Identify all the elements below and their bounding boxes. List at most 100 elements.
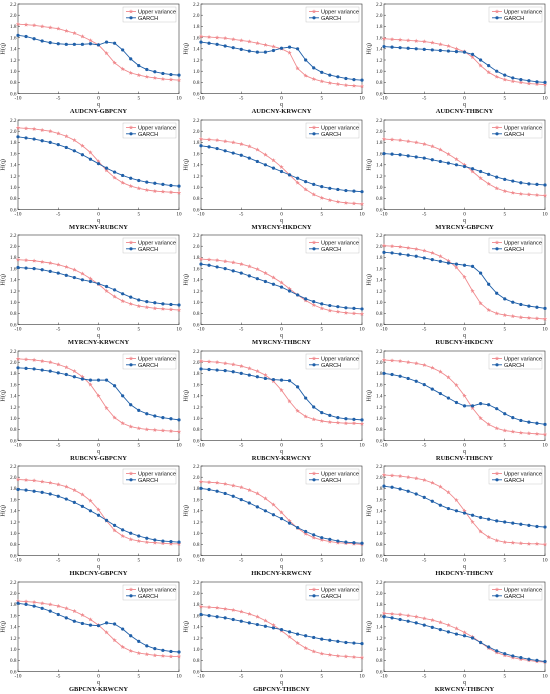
upper-variance-point	[56, 262, 61, 267]
upper-variance-point	[247, 264, 252, 269]
upper-variance-point	[31, 22, 37, 28]
garch-point	[519, 180, 523, 184]
legend-box	[305, 237, 360, 254]
garch-point	[48, 369, 52, 373]
garch-point	[104, 378, 109, 382]
garch-point	[312, 300, 316, 304]
y-tick-label: 1.8	[193, 255, 200, 261]
upper-variance-point	[48, 128, 53, 133]
upper-variance-point	[152, 306, 158, 311]
legend-upper-marker	[128, 471, 134, 476]
chart-svg: 0.6 0.8 1.0 1.2 1.4 1.6 1.8 2.0 2.2 -10 -5 0 5 10 q H(q…	[183, 464, 366, 577]
garch-point	[479, 640, 483, 645]
upper-variance-point	[198, 256, 204, 262]
y-tick-label: 0.6	[193, 438, 200, 444]
upper-variance-point	[510, 314, 515, 319]
legend-garch-label: GARCH	[138, 16, 158, 22]
upper-variance-point	[534, 81, 540, 86]
chart-title: MYRCNY-RUBCNY	[69, 224, 128, 231]
garch-point	[215, 265, 219, 269]
x-tick-label: 10	[359, 558, 365, 564]
garch-point	[406, 619, 410, 623]
garch-point	[430, 157, 434, 161]
upper-variance-point	[430, 143, 435, 148]
x-tick-label: -10	[198, 96, 205, 102]
garch-point	[56, 495, 60, 499]
garch-point	[88, 42, 93, 46]
garch-point	[239, 619, 243, 623]
y-tick-label: 2.0	[193, 129, 200, 135]
garch-point	[96, 514, 101, 518]
x-tick-label: -5	[56, 96, 61, 102]
y-tick-label: 0.8	[10, 543, 17, 549]
garch-point	[479, 271, 483, 275]
y-tick-label: 2.0	[193, 244, 200, 250]
upper-variance-point	[303, 73, 308, 78]
x-tick-label: 5	[137, 442, 140, 448]
y-tick-label: 1.4	[10, 625, 17, 631]
garch-point	[215, 489, 219, 494]
y-tick-label: 2.0	[10, 475, 17, 481]
legend-upper-marker	[311, 471, 317, 476]
x-tick-label: 5	[503, 442, 506, 448]
garch-point	[271, 48, 276, 53]
garch-point	[344, 640, 348, 645]
y-tick-label: 0.8	[376, 80, 383, 86]
y-tick-label: 1.2	[193, 173, 200, 179]
upper-variance-point	[198, 604, 204, 609]
garch-point	[495, 406, 499, 411]
x-axis-label: q	[463, 333, 466, 339]
garch-point	[519, 523, 523, 527]
upper-variance-point	[422, 362, 427, 367]
upper-variance-point	[414, 614, 419, 619]
upper-variance-point	[15, 257, 21, 262]
upper-variance-point	[526, 81, 532, 86]
garch-point	[287, 521, 292, 526]
x-tick-label: -5	[239, 211, 244, 217]
garch-point	[263, 162, 267, 166]
y-tick-label: 0.6	[376, 669, 383, 675]
garch-point	[312, 635, 316, 640]
garch-point	[64, 273, 68, 278]
legend-upper-label: Upper variance	[504, 125, 542, 131]
garch-point	[296, 385, 300, 389]
upper-variance-point	[446, 43, 451, 48]
garch-point	[24, 366, 28, 370]
upper-variance-point	[311, 191, 316, 196]
garch-line	[383, 616, 546, 662]
y-tick-label: 1.8	[376, 24, 383, 30]
x-tick-label: 0	[97, 442, 100, 448]
upper-variance-point	[255, 146, 260, 152]
y-tick-label: 1.8	[193, 140, 200, 146]
upper-variance-point	[494, 538, 499, 543]
garch-point	[96, 43, 101, 47]
garch-point	[519, 78, 523, 82]
upper-variance-point	[222, 259, 228, 264]
garch-point	[223, 148, 227, 152]
upper-variance-line	[383, 38, 546, 86]
y-tick-label: 1.0	[376, 69, 383, 75]
garch-point	[56, 42, 60, 46]
y-tick-label: 2.0	[10, 244, 17, 250]
x-axis-label: q	[280, 102, 283, 108]
garch-point	[137, 298, 141, 302]
garch-point	[199, 143, 203, 147]
legend-upper-label: Upper variance	[138, 241, 176, 247]
upper-variance-point	[206, 257, 212, 262]
upper-variance-point	[112, 174, 117, 180]
legend-box	[122, 353, 177, 369]
x-tick-label: -5	[56, 211, 61, 217]
garch-point	[479, 169, 483, 173]
garch-point	[207, 144, 211, 149]
x-tick-label: -10	[198, 558, 205, 564]
legend-garch-label: GARCH	[321, 16, 341, 22]
upper-variance-point	[446, 374, 451, 379]
garch-point	[153, 538, 157, 542]
legend-box	[305, 469, 360, 485]
legend-garch-marker	[495, 16, 499, 20]
x-axis-label: q	[280, 680, 283, 686]
upper-variance-point	[343, 310, 349, 315]
x-tick-label: 5	[320, 327, 323, 333]
